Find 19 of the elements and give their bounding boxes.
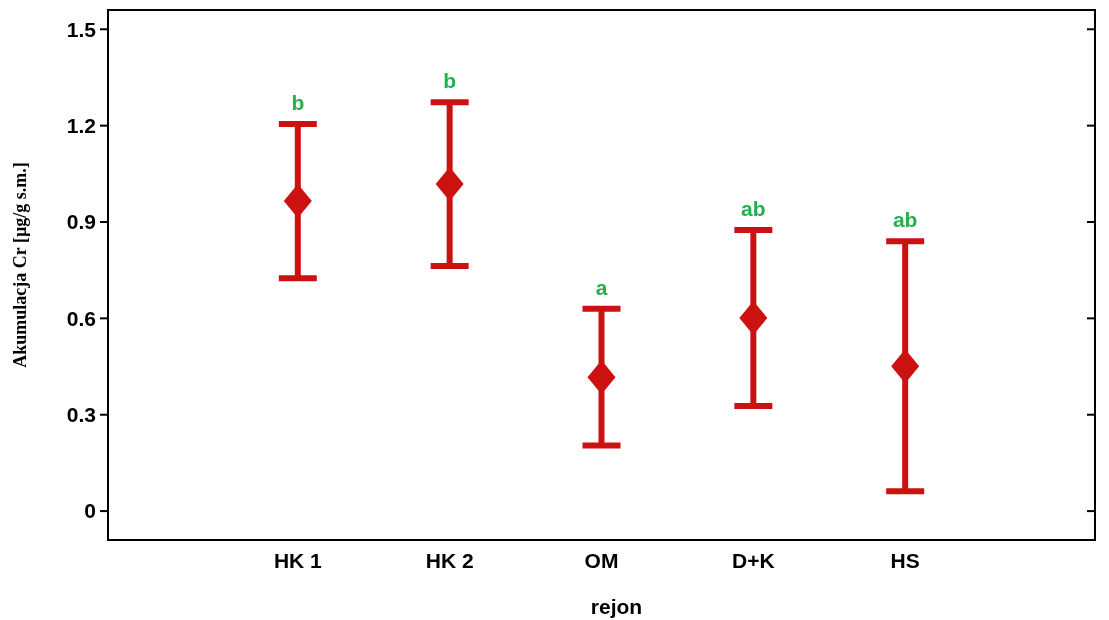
y-tick-label: 0.6	[66, 306, 96, 330]
y-tick-label: 0.3	[66, 403, 96, 427]
y-tick-label: 0.9	[66, 210, 96, 234]
point	[891, 349, 920, 384]
x-tick-label: HS	[890, 549, 920, 572]
annotation: ab	[892, 208, 918, 232]
y-tick-label: 1.2	[66, 113, 96, 137]
x-tick-label: OM	[584, 549, 619, 572]
x-tick-label: D+K	[732, 549, 775, 572]
x-axis-title: rejon	[590, 595, 643, 618]
annotation: b	[291, 91, 305, 115]
annotation: a	[595, 275, 608, 299]
x-tick-label: HK 2	[425, 549, 474, 572]
annotation: b	[443, 69, 457, 93]
y-tick-label: 1.5	[66, 17, 97, 41]
y-tick-label: 0	[84, 499, 96, 523]
x-tick-label: HK 1	[273, 549, 323, 572]
y-axis-title: Akumulacja Cr [µg/g s.m.]	[10, 162, 30, 368]
annotation: ab	[741, 197, 766, 221]
